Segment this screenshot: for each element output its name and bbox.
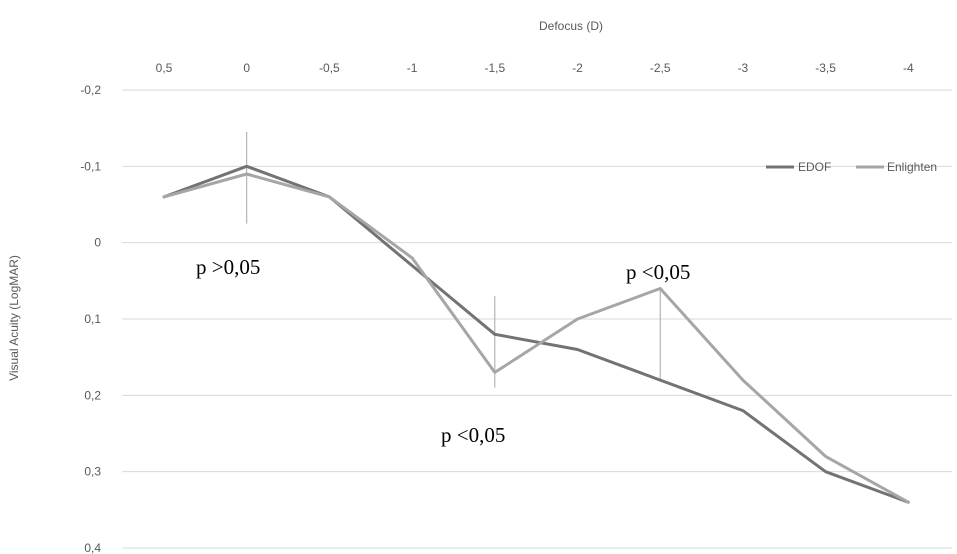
significance-markers [246,131,661,388]
legend-label-edof: EDOF [798,160,831,174]
x-tick-label: -0,5 [319,61,340,75]
legend-label-enlighten: Enlighten [887,160,937,174]
legend: EDOF Enlighten [766,160,937,174]
y-tick-label: 0,3 [84,465,101,479]
x-axis-title: Defocus (D) [539,19,603,33]
x-tick-label: -1 [407,61,418,75]
annotation-p-value-1: p <0,05 [441,423,505,447]
annotation-p-value-0: p >0,05 [196,255,260,279]
y-tick-label: 0 [94,236,101,250]
series-line-enlighten [162,172,910,504]
x-tick-label: 0,5 [156,61,173,75]
x-tick-label: -4 [903,61,914,75]
annotation-p-value-2: p <0,05 [626,260,690,284]
x-tick-label: -3,5 [815,61,836,75]
x-tick-label: 0 [243,61,250,75]
y-tick-label: 0,4 [84,541,101,554]
y-tick-label: -0,2 [80,83,101,97]
x-tick-label: -3 [738,61,749,75]
x-tick-label: -2,5 [650,61,671,75]
series-line-edof [162,164,910,504]
y-tick-label: -0,1 [80,159,101,173]
gridlines [122,89,952,549]
y-tick-label: 0,1 [84,312,101,326]
x-tick-label: -2 [572,61,583,75]
annotations: p >0,05 p <0,05 p <0,05 [196,255,690,447]
y-tick-labels: -0,2 -0,1 0 0,1 0,2 0,3 0,4 [80,83,101,554]
y-tick-label: 0,2 [84,388,101,402]
x-tick-labels: 0,5 0 -0,5 -1 -1,5 -2 -2,5 -3 -3,5 -4 [156,61,914,75]
x-tick-label: -1,5 [484,61,505,75]
y-axis-title: Visual Acuity (LogMAR) [7,255,21,381]
data-series [162,164,910,504]
